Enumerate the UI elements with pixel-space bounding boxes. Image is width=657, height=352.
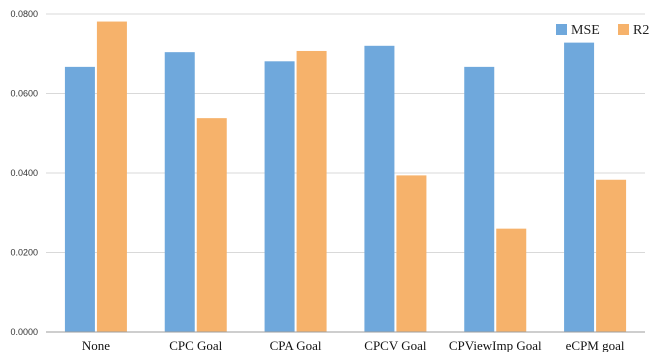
legend-label-mse: MSE: [571, 23, 600, 38]
legend-label-r2: R2: [633, 23, 649, 38]
bar-r2-3: [396, 175, 427, 332]
bar-r2-2: [296, 50, 327, 332]
bar-r2-1: [196, 118, 227, 333]
bar-mse-2: [264, 61, 295, 333]
y-tick-label: 0.0200: [10, 248, 38, 258]
bar-mse-0: [64, 66, 95, 333]
x-tick-label: None: [82, 338, 110, 352]
legend-swatch-mse: [556, 24, 567, 35]
x-tick-label: CPA Goal: [270, 338, 322, 352]
y-tick-label: 0.0000: [10, 327, 38, 337]
y-tick-label: 0.0600: [10, 89, 38, 99]
bar-r2-0: [96, 21, 127, 333]
bar-mse-1: [164, 52, 195, 332]
x-axis-labels: None CPC Goal CPA Goal CPCV Goal CPViewImp G…: [82, 338, 625, 352]
bars: [64, 21, 627, 333]
x-tick-label: CPC Goal: [169, 338, 222, 352]
legend-swatch-r2: [618, 24, 629, 35]
bar-mse-5: [564, 42, 595, 333]
legend: MSE R2: [556, 23, 649, 38]
x-tick-label: CPViewImp Goal: [449, 338, 542, 352]
bar-mse-4: [464, 66, 495, 333]
y-axis-ticks: 0.0000 0.0200 0.0400 0.0600 0.0800: [10, 9, 38, 337]
y-tick-label: 0.0400: [10, 168, 38, 178]
bar-r2-4: [496, 228, 527, 332]
bar-r2-5: [596, 179, 627, 332]
gridlines: [46, 13, 645, 253]
x-tick-label: CPCV Goal: [364, 338, 427, 352]
x-tick-label: eCPM goal: [566, 338, 625, 352]
y-tick-label: 0.0800: [10, 9, 38, 19]
bar-mse-3: [364, 45, 395, 333]
